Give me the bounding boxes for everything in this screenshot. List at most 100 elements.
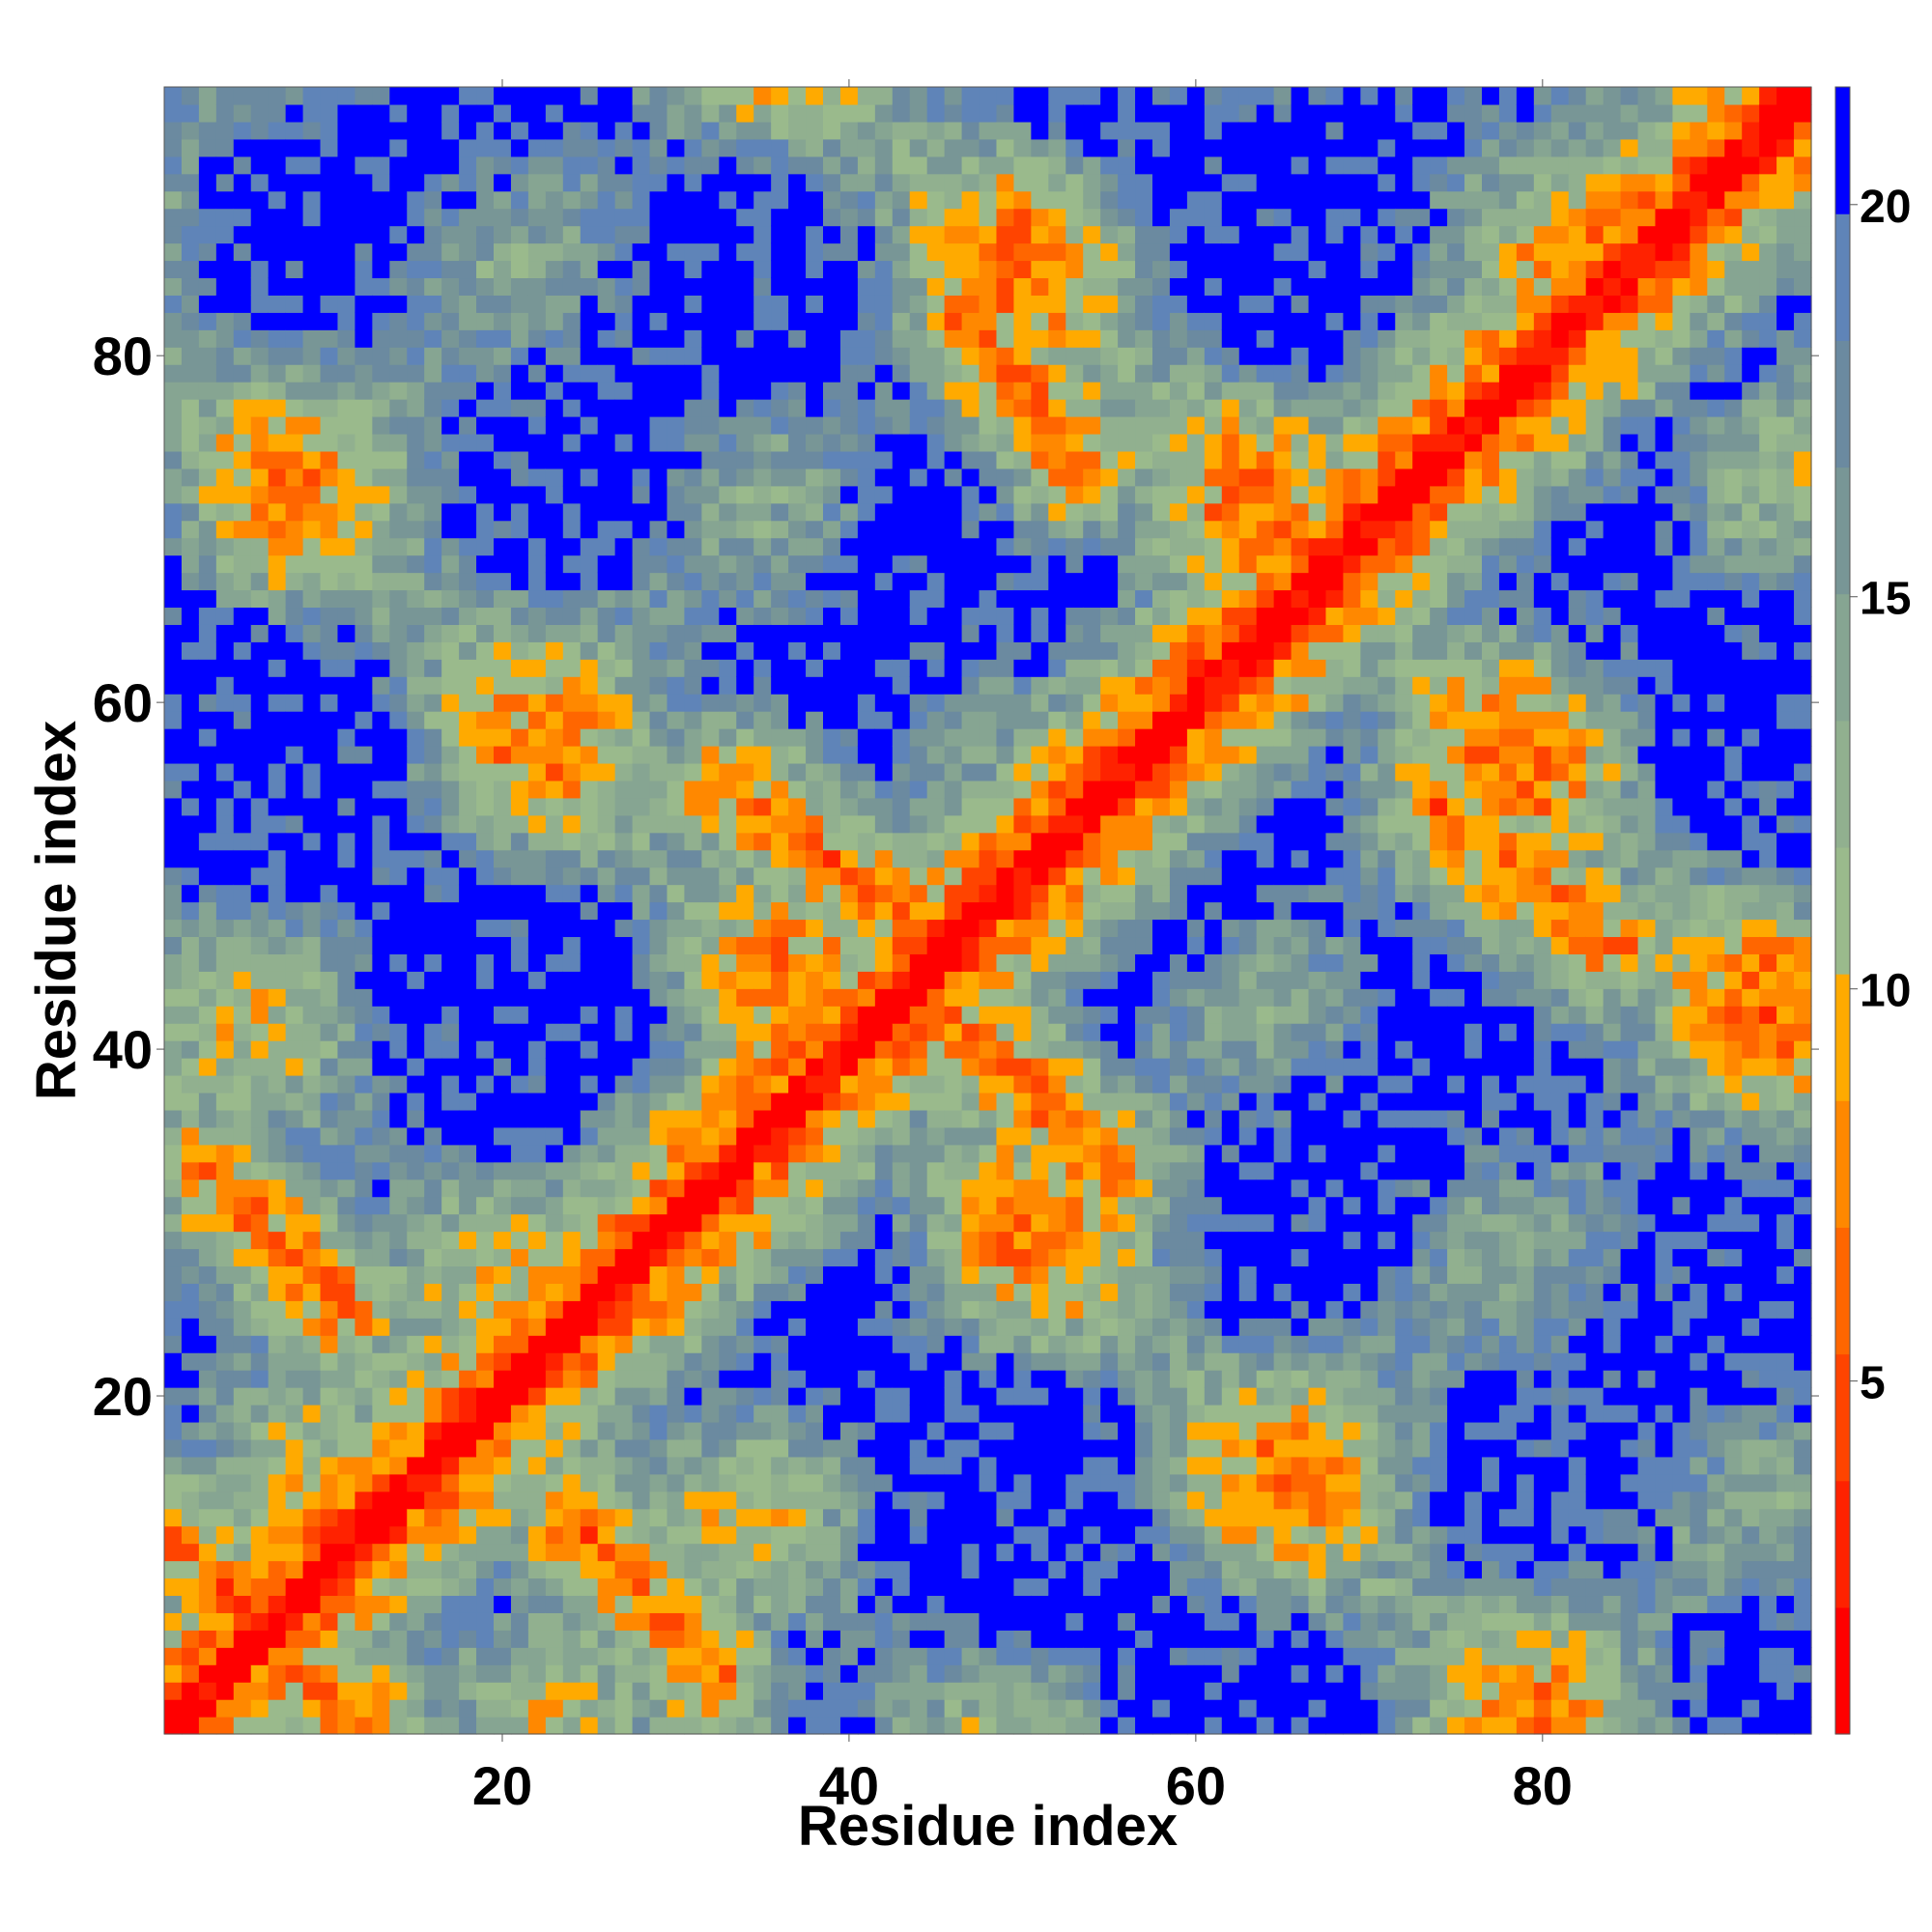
heatmap-cell (753, 87, 772, 105)
heatmap-cell (719, 1213, 737, 1233)
heatmap-cell (337, 295, 356, 313)
heatmap-cell (614, 1682, 634, 1700)
heatmap-cell (372, 1006, 390, 1024)
heatmap-cell (926, 1265, 946, 1284)
heatmap-cell (979, 260, 998, 279)
heatmap-cell (424, 1092, 442, 1111)
heatmap-cell (1013, 1006, 1032, 1024)
heatmap-cell (355, 468, 373, 487)
heatmap-cell (874, 87, 894, 105)
heatmap-cell (424, 173, 442, 192)
heatmap-cell (597, 520, 616, 539)
heatmap-cell (701, 502, 720, 522)
heatmap-cell (198, 87, 217, 105)
heatmap-cell (753, 1438, 772, 1458)
heatmap-cell (250, 849, 270, 868)
heatmap-cell (892, 520, 911, 539)
heatmap-cell (979, 225, 998, 244)
heatmap-cell (1031, 277, 1049, 296)
heatmap-cell (215, 676, 235, 695)
heatmap-cell (337, 1040, 356, 1059)
heatmap-cell (164, 607, 183, 625)
heatmap-cell (268, 607, 287, 625)
heatmap-cell (996, 1405, 1015, 1423)
heatmap-cell (771, 641, 789, 660)
heatmap-cell (684, 1040, 702, 1059)
heatmap-cell (719, 1438, 737, 1458)
heatmap-cell (510, 1370, 529, 1388)
heatmap-cell (441, 1699, 460, 1718)
heatmap-cell (753, 867, 772, 886)
heatmap-cell (1031, 572, 1049, 591)
heatmap-cell (355, 1370, 373, 1388)
heatmap-cell (979, 1647, 998, 1665)
heatmap-cell (164, 1508, 183, 1527)
heatmap-cell (1031, 1040, 1049, 1059)
heatmap-cell (580, 225, 599, 244)
heatmap-cell (164, 953, 183, 972)
heatmap-cell (355, 190, 373, 210)
heatmap-cell (494, 1664, 512, 1683)
heatmap-cell (250, 988, 270, 1007)
heatmap-cell (164, 1647, 183, 1665)
heatmap-cell (527, 1196, 547, 1215)
heatmap-cell (823, 746, 841, 764)
heatmap-cell (441, 849, 460, 868)
heatmap-cell (667, 399, 686, 417)
heatmap-cell (459, 1006, 477, 1024)
heatmap-cell (806, 554, 824, 574)
heatmap-cell (1031, 156, 1049, 175)
heatmap-cell (198, 1248, 217, 1267)
heatmap-cell (979, 364, 998, 383)
heatmap-cell (649, 1352, 668, 1371)
heatmap-cell (614, 520, 634, 539)
heatmap-cell (996, 277, 1015, 296)
heatmap-cell (996, 901, 1015, 921)
heatmap-cell (580, 572, 599, 591)
heatmap-cell (909, 780, 928, 799)
heatmap-cell (181, 624, 200, 642)
heatmap-cell (874, 433, 894, 452)
heatmap-cell (649, 607, 668, 625)
heatmap-cell (268, 728, 287, 747)
heatmap-cell (198, 103, 217, 123)
heatmap-cell (441, 1023, 460, 1041)
heatmap-cell (459, 364, 477, 383)
heatmap-cell (580, 1075, 599, 1094)
heatmap-cell (874, 1352, 894, 1371)
heatmap-cell (285, 832, 304, 851)
heatmap-cell (649, 399, 668, 417)
heatmap-cell (857, 1213, 876, 1233)
heatmap-cell (355, 312, 373, 330)
heatmap-cell (771, 936, 789, 954)
heatmap-cell (857, 814, 876, 834)
heatmap-cell (926, 711, 946, 729)
heatmap-cell (268, 1248, 287, 1267)
heatmap-cell (874, 173, 894, 192)
heatmap-cell (215, 554, 235, 574)
heatmap-cell (337, 659, 356, 677)
heatmap-cell (268, 1126, 287, 1146)
heatmap-cell (510, 1092, 529, 1111)
heatmap-cell (1031, 347, 1049, 365)
heatmap-cell (823, 953, 841, 972)
heatmap-cell (667, 87, 686, 105)
heatmap-cell (372, 1040, 390, 1059)
heatmap-cell (250, 329, 270, 348)
heatmap-cell (667, 277, 686, 296)
heatmap-cell (494, 277, 512, 296)
heatmap-cell (181, 1491, 200, 1510)
heatmap-cell (181, 849, 200, 868)
heatmap-cell (494, 814, 512, 834)
heatmap-cell (979, 1405, 998, 1423)
heatmap-cell (215, 1161, 235, 1180)
heatmap-cell (233, 659, 252, 677)
heatmap-cell (198, 468, 217, 487)
heatmap-cell (164, 416, 183, 435)
heatmap-cell (996, 295, 1015, 313)
heatmap-cell (372, 1092, 390, 1111)
heatmap-cell (1031, 1006, 1049, 1024)
heatmap-cell (250, 1664, 270, 1683)
heatmap-cell (926, 901, 946, 921)
heatmap-cell (337, 382, 356, 400)
